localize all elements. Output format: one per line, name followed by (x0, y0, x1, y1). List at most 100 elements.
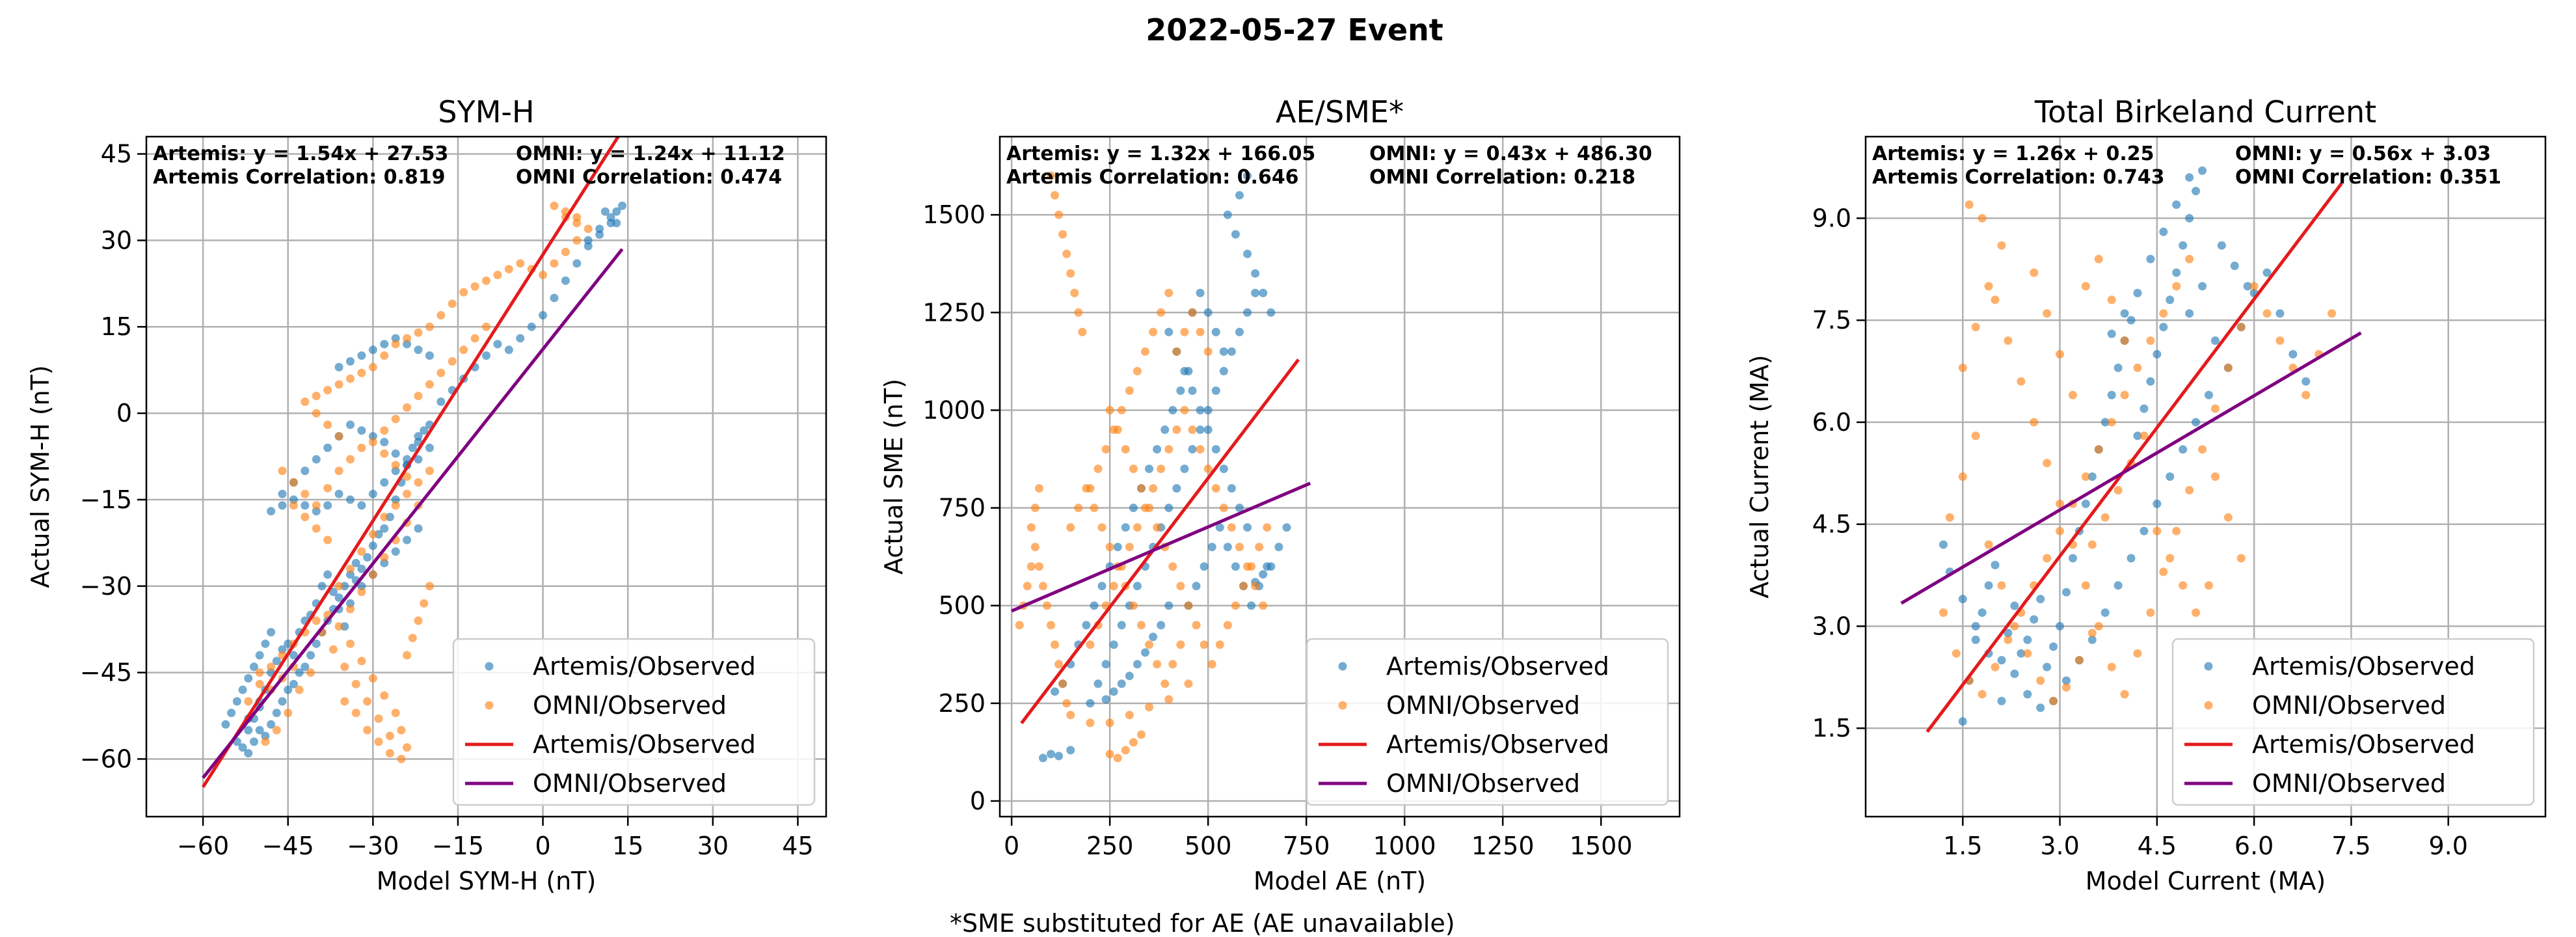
y-tick-label: −45 (80, 659, 132, 687)
data-point (2017, 649, 2026, 658)
data-point (306, 668, 315, 677)
data-point (1227, 523, 1236, 532)
artemis-fit-annotation: Artemis: y = 1.54x + 27.53 (153, 143, 448, 165)
data-point (1062, 249, 1071, 258)
data-point (1203, 464, 1213, 473)
legend: Artemis/Observed OMNI/Observed Artemis/Obs… (2171, 638, 2535, 806)
y-tick-label: 3.0 (1812, 612, 1851, 640)
data-point (1192, 621, 1201, 630)
data-point (2185, 485, 2194, 495)
data-point (2056, 499, 2065, 508)
data-point (1090, 601, 1099, 610)
x-tick-label: 250 (1086, 832, 1134, 860)
data-point (2159, 227, 2168, 236)
data-point (323, 501, 332, 510)
data-point (1211, 327, 1220, 336)
data-point (2146, 608, 2155, 617)
data-point (2010, 621, 2019, 631)
omni-fit-line (1900, 331, 2362, 605)
data-point (368, 530, 377, 539)
data-point (284, 709, 293, 718)
data-point (414, 478, 423, 487)
data-point (363, 552, 372, 562)
data-point (2133, 363, 2142, 372)
data-point (612, 219, 621, 228)
legend-label: OMNI/Observed (2252, 769, 2446, 798)
data-point (2166, 472, 2175, 481)
data-point (1172, 347, 1181, 356)
data-point (425, 380, 434, 389)
data-point (1267, 308, 1276, 317)
data-point (1184, 679, 1193, 688)
data-point (539, 271, 548, 280)
y-tick-label: 9.0 (1812, 204, 1851, 232)
data-point (2243, 282, 2252, 291)
data-point (2081, 282, 2090, 291)
data-point (1192, 582, 1201, 591)
data-point (301, 467, 310, 476)
data-point (1188, 444, 1197, 454)
y-tick-label: 0 (116, 399, 132, 428)
legend-box (452, 638, 816, 806)
data-point (397, 726, 406, 735)
data-point (504, 265, 513, 274)
data-point (2179, 241, 2188, 250)
data-point (2146, 377, 2155, 386)
x-tick-label: 0 (1004, 832, 1019, 860)
data-point (2087, 629, 2097, 638)
data-point (1215, 640, 1224, 649)
data-point (1997, 656, 2006, 665)
data-point (2146, 254, 2155, 264)
data-point (414, 346, 423, 355)
chart-title: SYM-H (438, 94, 534, 129)
data-point (2043, 662, 2052, 672)
data-point (2223, 513, 2233, 522)
legend: Artemis/Observed OMNI/Observed Artemis/Obs… (452, 638, 816, 806)
y-tick-label: 500 (938, 591, 986, 620)
data-point (1235, 504, 1244, 513)
data-point (470, 282, 479, 291)
data-point (368, 489, 377, 498)
data-point (1231, 562, 1240, 571)
data-point (403, 403, 412, 412)
legend: Artemis/Observed OMNI/Observed Artemis/Obs… (1306, 638, 1669, 806)
data-point (1251, 288, 1260, 297)
x-axis-label: Model Current (MA) (2086, 867, 2326, 895)
legend-marker (2204, 662, 2213, 671)
artemis-fit-line (1020, 359, 1300, 724)
x-tick-label: 7.5 (2331, 832, 2370, 860)
y-axis-label: Actual SYM-H (nT) (26, 365, 55, 588)
data-point (1145, 640, 1154, 649)
data-point (1140, 347, 1149, 356)
data-point (2081, 581, 2090, 590)
data-point (391, 709, 400, 718)
data-point (1939, 540, 1948, 549)
data-point (618, 201, 626, 210)
data-point (2133, 649, 2142, 658)
legend-marker (485, 662, 494, 671)
data-point (1113, 754, 1122, 763)
data-point (414, 328, 423, 337)
data-point (1117, 679, 1126, 688)
data-point (278, 467, 287, 476)
data-point (572, 259, 582, 268)
data-point (385, 749, 394, 758)
data-point (1034, 484, 1043, 493)
data-point (1023, 582, 1032, 591)
data-point (357, 657, 366, 666)
data-point (408, 443, 417, 452)
data-point (2010, 601, 2019, 610)
data-point (2056, 526, 2065, 536)
y-tick-label: 0 (970, 787, 986, 815)
data-point (391, 449, 400, 458)
data-point (351, 679, 360, 688)
data-point (1958, 717, 1967, 726)
data-point (346, 564, 355, 573)
data-point (1207, 543, 1216, 552)
artemis-fit-annotation: Artemis: y = 1.26x + 0.25 (1872, 143, 2154, 165)
data-point (2030, 268, 2039, 277)
data-point (1243, 523, 1252, 532)
data-point (1113, 425, 1122, 434)
data-point (295, 668, 304, 677)
data-point (334, 380, 343, 389)
